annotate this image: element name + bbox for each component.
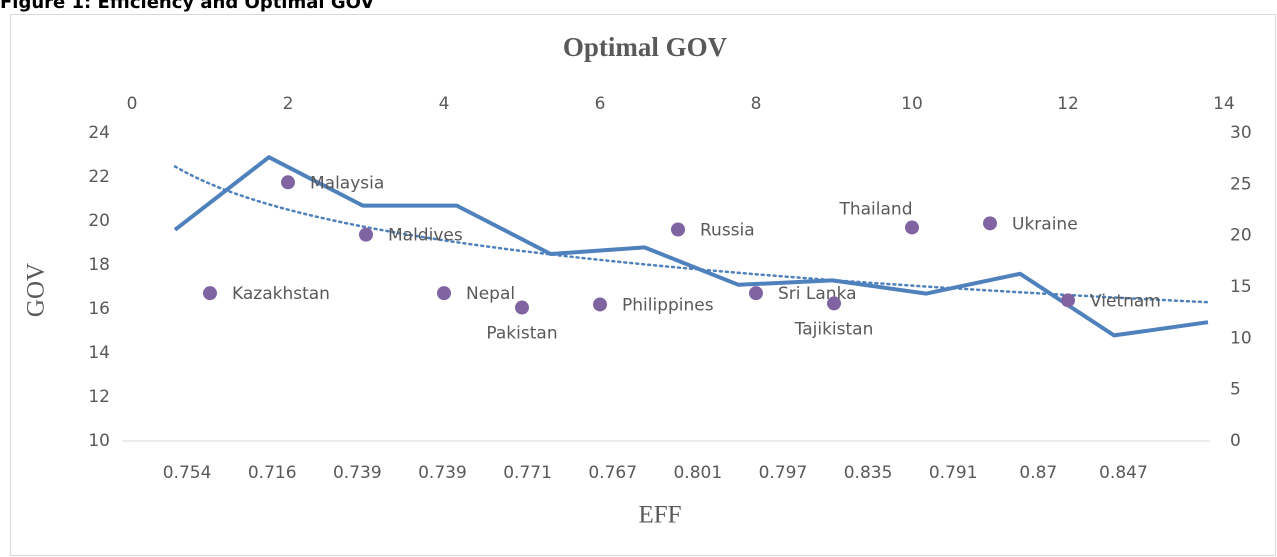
x-tick-label: 0.767 [588, 463, 637, 483]
scatter-point [203, 286, 217, 301]
data-label: Nepal [466, 284, 515, 304]
x-tick-label: 0.754 [163, 463, 212, 483]
x2-tick-label: 14 [1213, 94, 1235, 114]
y2-tick-label: 15 [1230, 277, 1252, 297]
x-tick-label: 0.801 [673, 463, 722, 483]
data-label: Russia [700, 221, 755, 241]
x-tick-label: 0.716 [248, 463, 297, 483]
y-tick-label: 16 [88, 299, 110, 319]
y-tick-label: 24 [88, 123, 110, 143]
x2-tick-label: 6 [595, 94, 606, 114]
y-axis-title: GOV [23, 263, 50, 317]
scatter-point [905, 220, 919, 235]
x-tick-label: 0.87 [1019, 463, 1057, 483]
scatter-point [359, 227, 373, 242]
x2-tick-label: 0 [127, 94, 138, 114]
data-label: Thailand [838, 199, 912, 219]
y-tick-label: 14 [88, 343, 110, 363]
y2-tick-label: 20 [1230, 226, 1252, 246]
trendline [173, 165, 1210, 304]
x2-tick-label: 10 [901, 94, 923, 114]
y-tick-label: 20 [88, 211, 110, 231]
scatter-point [749, 286, 763, 301]
x-tick-label: 0.739 [418, 463, 467, 483]
y2-tick-label: 25 [1230, 174, 1252, 194]
y-tick-label: 22 [88, 167, 110, 187]
scatter-point [1061, 293, 1075, 308]
scatter-point [281, 175, 295, 190]
scatter-point [593, 297, 607, 312]
figure-caption: Figure 1: Efficiency and Optimal GOV [0, 0, 374, 13]
data-label: Pakistan [486, 324, 557, 344]
data-label: Vietnam [1090, 291, 1161, 311]
chart-title: Optimal GOV [563, 32, 728, 62]
y2-tick-label: 30 [1230, 123, 1252, 143]
y2-tick-label: 0 [1230, 431, 1241, 451]
scatter-point [983, 216, 997, 231]
y-tick-label: 10 [88, 431, 110, 451]
data-label: Kazakhstan [232, 284, 330, 304]
x-tick-label: 0.739 [333, 463, 382, 483]
x-tick-label: 0.847 [1099, 463, 1148, 483]
chart-border [10, 14, 1276, 556]
scatter-point [515, 300, 529, 315]
x2-tick-label: 12 [1057, 94, 1079, 114]
data-label: Maldives [388, 226, 463, 246]
line-series [173, 155, 1209, 338]
scatter-point [437, 286, 451, 301]
data-label: Sri Lanka [778, 284, 857, 304]
y-tick-label: 12 [88, 387, 110, 407]
y2-tick-label: 10 [1230, 328, 1252, 348]
data-label: Tajikistan [794, 319, 874, 339]
scatter-point [671, 222, 685, 237]
x2-tick-label: 2 [283, 94, 294, 114]
y2-tick-label: 5 [1230, 380, 1241, 400]
data-label: Philippines [622, 295, 714, 315]
data-label: Ukraine [1012, 214, 1078, 234]
x-tick-label: 0.797 [759, 463, 808, 483]
x-tick-label: 0.835 [844, 463, 893, 483]
data-label: Malaysia [310, 173, 384, 193]
y-tick-label: 18 [88, 255, 110, 275]
x-axis-title: EFF [638, 502, 681, 529]
x-tick-label: 0.791 [929, 463, 978, 483]
x-tick-label: 0.771 [503, 463, 552, 483]
x2-tick-label: 4 [439, 94, 450, 114]
scatter-point [827, 296, 841, 311]
x2-tick-label: 8 [751, 94, 762, 114]
